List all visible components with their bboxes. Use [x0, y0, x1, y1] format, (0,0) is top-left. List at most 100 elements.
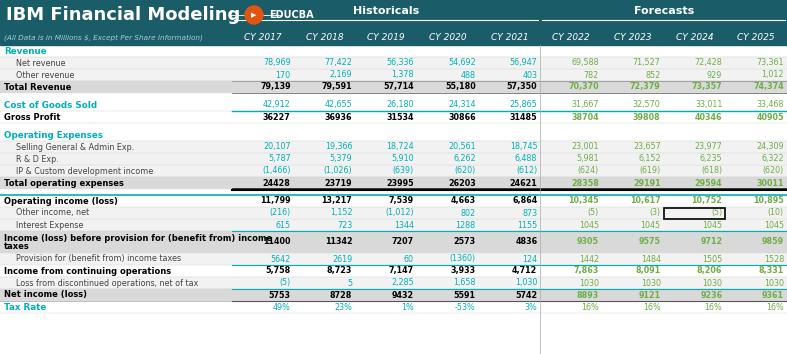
Text: (620): (620) — [763, 166, 784, 176]
Text: 20,107: 20,107 — [263, 143, 290, 152]
Text: 4,712: 4,712 — [512, 267, 538, 275]
Bar — [0, 30, 787, 45]
Text: 23995: 23995 — [386, 178, 414, 188]
Bar — [0, 207, 787, 219]
Text: (All Data is in Millions $, Except Per Share Information): (All Data is in Millions $, Except Per S… — [4, 34, 203, 41]
Text: 25,865: 25,865 — [510, 101, 538, 109]
Text: 1045: 1045 — [764, 221, 784, 229]
Text: 42,655: 42,655 — [324, 101, 353, 109]
Text: 1528: 1528 — [763, 255, 784, 263]
Text: 5753: 5753 — [268, 291, 290, 299]
Text: CY 2021: CY 2021 — [490, 33, 528, 42]
Text: 9712: 9712 — [700, 238, 722, 246]
Text: ▶: ▶ — [251, 12, 257, 18]
Text: 5,379: 5,379 — [330, 154, 353, 164]
Bar — [0, 57, 787, 69]
Text: 39808: 39808 — [633, 113, 660, 121]
Text: 11400: 11400 — [263, 238, 290, 246]
Text: 40905: 40905 — [756, 113, 784, 121]
Text: 32,570: 32,570 — [633, 101, 660, 109]
Bar — [0, 219, 787, 231]
Text: taxes: taxes — [4, 242, 30, 251]
Bar — [0, 111, 787, 123]
Text: 1030: 1030 — [702, 279, 722, 287]
Text: 11342: 11342 — [325, 238, 353, 246]
Text: 72,428: 72,428 — [695, 58, 722, 68]
Text: 70,370: 70,370 — [568, 82, 599, 91]
Text: 1,012: 1,012 — [762, 70, 784, 80]
Text: Total operating expenses: Total operating expenses — [4, 178, 124, 188]
Text: (5): (5) — [588, 209, 599, 217]
Text: 13,217: 13,217 — [322, 196, 353, 206]
Text: 8893: 8893 — [577, 291, 599, 299]
Text: 33,011: 33,011 — [695, 101, 722, 109]
Text: 1,378: 1,378 — [391, 70, 414, 80]
Bar — [0, 99, 787, 111]
Text: 3%: 3% — [525, 303, 538, 312]
Text: Gross Profit: Gross Profit — [4, 113, 61, 121]
Bar — [0, 177, 787, 189]
Text: 72,379: 72,379 — [630, 82, 660, 91]
Text: 6,488: 6,488 — [515, 154, 538, 164]
Text: (1360): (1360) — [449, 255, 475, 263]
Text: 1030: 1030 — [641, 279, 660, 287]
Text: CY 2025: CY 2025 — [737, 33, 775, 42]
Text: 8728: 8728 — [330, 291, 353, 299]
Text: 18,745: 18,745 — [510, 143, 538, 152]
Bar — [0, 81, 787, 93]
Text: Operating income (loss): Operating income (loss) — [4, 196, 118, 206]
Text: 30866: 30866 — [448, 113, 475, 121]
Text: 42,912: 42,912 — [263, 101, 290, 109]
Text: EDUCBA: EDUCBA — [269, 10, 314, 20]
Text: (1,466): (1,466) — [262, 166, 290, 176]
Text: 9236: 9236 — [700, 291, 722, 299]
Text: 1155: 1155 — [517, 221, 538, 229]
Text: 23,977: 23,977 — [694, 143, 722, 152]
Text: 782: 782 — [584, 70, 599, 80]
Text: 11,799: 11,799 — [260, 196, 290, 206]
Text: 1,152: 1,152 — [330, 209, 353, 217]
Text: 29191: 29191 — [633, 178, 660, 188]
Text: 38704: 38704 — [571, 113, 599, 121]
Bar — [0, 289, 787, 301]
Circle shape — [245, 6, 263, 24]
Text: 36227: 36227 — [263, 113, 290, 121]
Text: CY 2024: CY 2024 — [676, 33, 713, 42]
Text: Provision for (benefit from) income taxes: Provision for (benefit from) income taxe… — [16, 255, 181, 263]
Text: 10,895: 10,895 — [753, 196, 784, 206]
Text: 16%: 16% — [767, 303, 784, 312]
Text: 26203: 26203 — [448, 178, 475, 188]
Text: 57,714: 57,714 — [383, 82, 414, 91]
Bar — [0, 165, 787, 177]
Text: (620): (620) — [454, 166, 475, 176]
Text: 10,345: 10,345 — [568, 196, 599, 206]
Text: (5): (5) — [711, 209, 722, 217]
Text: 5,910: 5,910 — [391, 154, 414, 164]
Text: 873: 873 — [523, 209, 538, 217]
Text: 56,947: 56,947 — [510, 58, 538, 68]
Text: 23,657: 23,657 — [633, 143, 660, 152]
Text: 10,617: 10,617 — [630, 196, 660, 206]
Text: 124: 124 — [523, 255, 538, 263]
Text: CY 2019: CY 2019 — [368, 33, 405, 42]
Text: 4836: 4836 — [515, 238, 538, 246]
Text: Interest Expense: Interest Expense — [16, 221, 83, 229]
Text: 5742: 5742 — [515, 291, 538, 299]
Text: (1,012): (1,012) — [386, 209, 414, 217]
Text: 20,561: 20,561 — [448, 143, 475, 152]
Text: 30011: 30011 — [756, 178, 784, 188]
Text: 73,361: 73,361 — [756, 58, 784, 68]
Text: (1,026): (1,026) — [323, 166, 353, 176]
Text: 929: 929 — [707, 70, 722, 80]
Text: 31534: 31534 — [386, 113, 414, 121]
Text: 24428: 24428 — [263, 178, 290, 188]
Text: 403: 403 — [523, 70, 538, 80]
Text: 1442: 1442 — [579, 255, 599, 263]
Text: 1045: 1045 — [579, 221, 599, 229]
Text: 1045: 1045 — [702, 221, 722, 229]
Text: Forecasts: Forecasts — [634, 6, 694, 16]
Text: 60: 60 — [404, 255, 414, 263]
Text: 55,180: 55,180 — [445, 82, 475, 91]
Text: 1045: 1045 — [641, 221, 660, 229]
Text: 16%: 16% — [704, 303, 722, 312]
